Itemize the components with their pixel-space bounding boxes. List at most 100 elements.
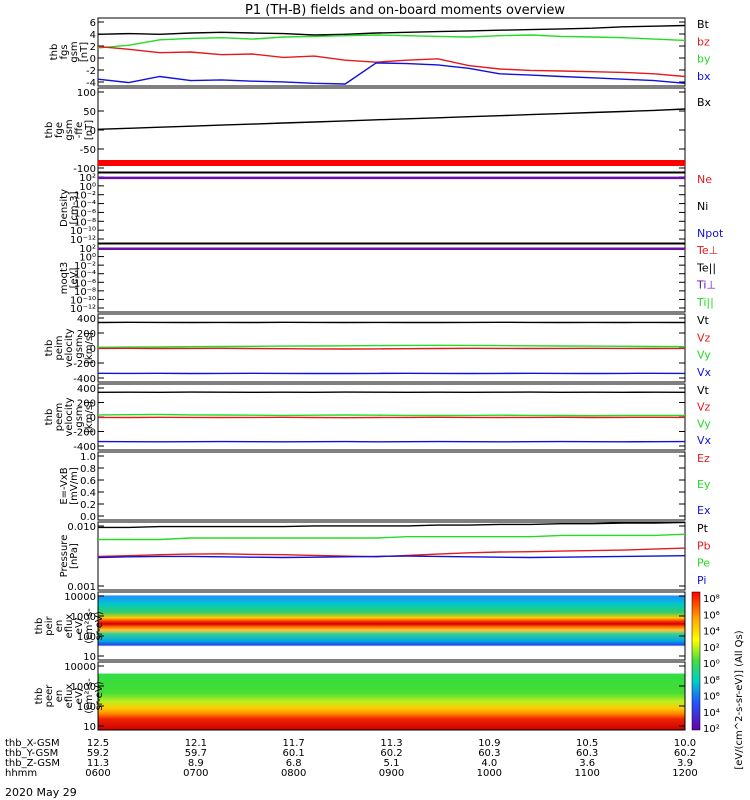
x-tick-label: 3.6 xyxy=(579,758,595,769)
colorbar-tick: 10⁶ xyxy=(703,610,720,621)
x-tick-label: 12.1 xyxy=(185,738,207,749)
panel-pressure: 0.010 0.001 Pressure[nPa] Pt Pb Pe Pi xyxy=(59,521,711,593)
x-tick-label: 6.8 xyxy=(286,758,302,769)
y-tick-label: 400 xyxy=(77,314,96,325)
legend-entry: Ti|| xyxy=(696,296,714,309)
series-line xyxy=(97,34,686,49)
x-tick-label: 1200 xyxy=(672,768,697,779)
y-tick-label: 10000 xyxy=(64,662,96,673)
x-tick-label: 1100 xyxy=(574,768,599,779)
legend-entry: Vy xyxy=(697,417,711,430)
x-tick-label: 60.2 xyxy=(674,748,696,759)
legend-entry: Vx xyxy=(697,434,712,447)
peir-spectrogram xyxy=(98,592,685,660)
y-tick-label: 0.0 xyxy=(80,512,96,523)
y-axis-label: thbfgegsm-ffe[nT] xyxy=(44,119,95,140)
y-tick-label: 2 xyxy=(90,42,96,53)
x-tick-label: 60.1 xyxy=(283,748,305,759)
y-tick-label: 10⁻² xyxy=(74,261,96,272)
y-tick-label: -200 xyxy=(73,428,96,439)
y-tick-label: 0.010 xyxy=(67,522,96,533)
y-tick-label: 10⁰ xyxy=(79,182,96,193)
y-tick-label: 0 xyxy=(90,126,96,137)
colorbar-tick: 10⁸ xyxy=(703,675,720,686)
panel-frame xyxy=(97,17,686,87)
x-axis-row-label: hhmm xyxy=(5,768,37,779)
y-tick-label: 10⁻¹² xyxy=(70,235,96,246)
colorbar-tick: 10² xyxy=(703,643,720,654)
x-axis-row-label: thb_X-GSM xyxy=(5,738,60,749)
x-tick-label: 3.9 xyxy=(677,758,693,769)
legend-entry: Pi xyxy=(697,574,706,587)
y-axis-label: thbpeirenefluxeV/(cm²-s-sr-eV) xyxy=(34,608,105,644)
colorbar-tick: 10⁴ xyxy=(703,627,720,638)
colorbar-gradient xyxy=(691,591,701,731)
x-tick-label: 10.0 xyxy=(674,738,696,749)
y-tick-label: -4 xyxy=(86,78,96,89)
panel-peem: 400 200 0 -200 -400 thbpeemvelocitygsm[km/s] V… xyxy=(44,383,712,453)
y-tick-label: 10⁻⁸ xyxy=(74,287,96,298)
peer-spectrogram xyxy=(98,662,685,730)
legend-entry: Bx xyxy=(697,96,712,109)
y-tick-label: 10² xyxy=(79,173,96,184)
series-line xyxy=(97,413,686,417)
legend-entry: Pt xyxy=(697,522,709,535)
y-tick-label: 100 xyxy=(77,88,96,99)
panel-frame xyxy=(97,243,686,313)
panel-efield: 1.00.80.60.40.20.0E=-VxB[mV/m] Ez Ey Ex xyxy=(59,451,711,523)
y-axis-label: thbpeimvelocitygsm[km/s] xyxy=(44,328,95,367)
y-tick-label: 200 xyxy=(77,329,96,340)
y-tick-label: 0 xyxy=(90,413,96,424)
panel-frame xyxy=(97,661,686,731)
y-tick-label: 10 xyxy=(83,722,96,733)
series-line xyxy=(97,108,686,130)
series-line xyxy=(97,547,686,558)
y-axis-label: thbpeerenefluxeV/(cm²-s-sr-eV) xyxy=(34,678,105,714)
x-tick-label: 8.9 xyxy=(188,758,204,769)
series-line xyxy=(97,24,686,36)
y-tick-label: 6 xyxy=(90,18,96,29)
legend-entry: Vt xyxy=(697,314,710,327)
series-line xyxy=(98,533,686,541)
x-axis-row-label: thb_Z-GSM xyxy=(5,758,60,769)
y-tick-label: 1000 xyxy=(71,682,96,693)
x-tick-label: 0700 xyxy=(183,768,208,779)
y-tick-label: 0.2 xyxy=(80,500,96,511)
y-tick-label: 10⁰ xyxy=(79,253,96,264)
x-tick-label: 12.5 xyxy=(87,738,109,749)
y-tick-label: 100 xyxy=(77,632,96,643)
y-tick-label: 10⁻⁸ xyxy=(74,217,96,228)
x-tick-label: 11.3 xyxy=(380,738,402,749)
legend-entry: Pe xyxy=(697,557,710,570)
legend-entry: Vy xyxy=(697,349,711,362)
x-tick-label: 60.3 xyxy=(576,748,598,759)
y-axis-label: Pressure[nPa] xyxy=(59,535,80,578)
legend-entry: Te⊥ xyxy=(696,244,718,257)
y-axis-label: thbfgsgsm[nT] xyxy=(49,41,90,62)
panel-fge: 100 50 0 -50 -100 thbfgegsm-ffe[nT] Bx xyxy=(44,87,712,175)
y-tick-label: 0 xyxy=(90,54,96,65)
panel-peer: 10000 1000 100 10 thbpeerenefluxeV/(cm²-s-sr… xyxy=(34,661,686,733)
y-axis-label: Density[cm-3] xyxy=(59,189,80,227)
y-tick-label: 10⁻¹⁰ xyxy=(70,295,96,306)
legend-entry: Ez xyxy=(697,452,710,465)
colorbar-tick: 10⁶ xyxy=(703,692,720,703)
y-tick-label: 10 xyxy=(83,652,96,663)
legend-entry: Vt xyxy=(697,384,710,397)
y-tick-label: 400 xyxy=(77,384,96,395)
y-tick-label: 1000 xyxy=(71,612,96,623)
x-tick-label: 11.3 xyxy=(87,758,109,769)
y-tick-label: -50 xyxy=(80,145,96,156)
y-tick-label: 10⁻⁴ xyxy=(74,270,96,281)
x-tick-label: 0800 xyxy=(281,768,306,779)
colorbar-tick: 10⁴ xyxy=(703,708,720,719)
y-tick-label: 0.001 xyxy=(67,582,96,593)
y-tick-label: 1.0 xyxy=(80,452,96,463)
y-tick-label: 0.4 xyxy=(80,488,96,499)
y-tick-label: 10⁻⁴ xyxy=(74,200,96,211)
x-tick-label: 0900 xyxy=(379,768,404,779)
